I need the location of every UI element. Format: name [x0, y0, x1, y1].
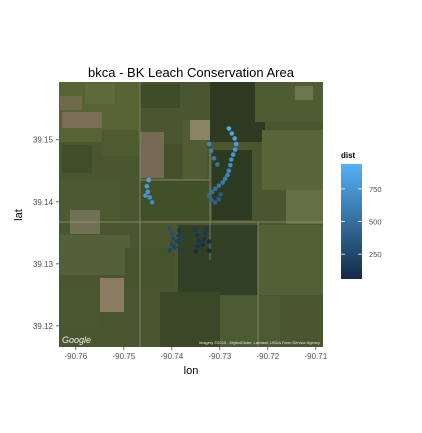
data-point [215, 162, 220, 167]
data-point [220, 180, 225, 185]
data-point [228, 162, 233, 168]
data-point [216, 196, 222, 202]
data-point [195, 244, 201, 249]
data-point [212, 200, 218, 205]
data-point [206, 141, 212, 147]
data-point [225, 172, 230, 178]
points-layer [143, 126, 239, 254]
data-point [206, 193, 212, 198]
data-point [172, 244, 177, 250]
legend-tick-label: 250 [369, 250, 382, 259]
data-point [174, 239, 180, 244]
x-tick-label: -90.72 [256, 352, 279, 361]
data-point [230, 152, 236, 157]
data-point [206, 239, 212, 244]
data-point [201, 236, 207, 242]
x-tick-label: -90.75 [112, 352, 135, 361]
y-tick-label: 39.13 [33, 260, 54, 269]
data-point [192, 227, 198, 233]
data-point [193, 249, 199, 254]
data-point [196, 238, 201, 244]
data-point [146, 177, 152, 183]
map-panel: Google Imagery ©2015 , DigitalGlobe, Lan… [59, 82, 323, 347]
data-point [232, 136, 237, 141]
legend-title: dist [341, 151, 356, 160]
data-point [144, 183, 150, 189]
data-point [169, 231, 175, 236]
data-point [222, 176, 228, 182]
legend-colorbar [341, 164, 362, 279]
data-point [143, 193, 148, 198]
data-point [149, 200, 155, 205]
data-point [226, 126, 232, 131]
data-point [167, 247, 173, 253]
data-point [226, 168, 232, 174]
data-point [179, 247, 184, 253]
y-tick-label: 39.14 [33, 198, 54, 207]
map-attribution: Imagery ©2015 , DigitalGlobe, Landsat, U… [199, 340, 320, 345]
data-point [229, 157, 234, 162]
y-tick-label: 39.12 [33, 322, 54, 331]
y-tick-label: 39.15 [33, 136, 54, 145]
data-point [233, 141, 239, 147]
y-axis-title: lat [13, 209, 25, 221]
x-axis-title: lon [184, 365, 199, 377]
google-logo: Google [62, 335, 91, 345]
field-patches [59, 82, 323, 347]
data-point [204, 226, 209, 231]
data-point [200, 242, 205, 247]
x-tick-label: -90.76 [64, 352, 87, 361]
data-point [232, 147, 238, 152]
data-point [213, 186, 218, 192]
x-tick-label: -90.71 [304, 352, 327, 361]
legend-tick-label: 750 [369, 185, 382, 194]
data-point [208, 148, 214, 154]
data-point [216, 183, 222, 188]
data-point [229, 131, 235, 136]
x-tick-label: -90.74 [160, 352, 183, 361]
data-point [167, 226, 172, 231]
data-point [209, 189, 215, 195]
data-point [170, 236, 176, 242]
data-point [147, 195, 153, 200]
data-point [211, 156, 217, 161]
data-point [179, 237, 184, 242]
data-point [176, 233, 181, 239]
color-legend: dist 250 500 750 [341, 151, 382, 279]
data-point [177, 228, 182, 233]
legend-tick-label: 500 [369, 218, 382, 227]
chart-title: bkca - BK Leach Conservation Area [88, 65, 295, 80]
data-point [145, 189, 151, 195]
y-axis: 39.12 39.13 39.14 39.15 [33, 136, 59, 331]
data-point [194, 232, 200, 238]
x-axis: -90.76 -90.75 -90.74 -90.73 -90.72 -90.71 [64, 347, 328, 361]
data-point [206, 248, 212, 254]
data-point [202, 231, 208, 236]
data-point [218, 192, 224, 197]
data-point [208, 197, 214, 203]
x-tick-label: -90.73 [208, 352, 231, 361]
